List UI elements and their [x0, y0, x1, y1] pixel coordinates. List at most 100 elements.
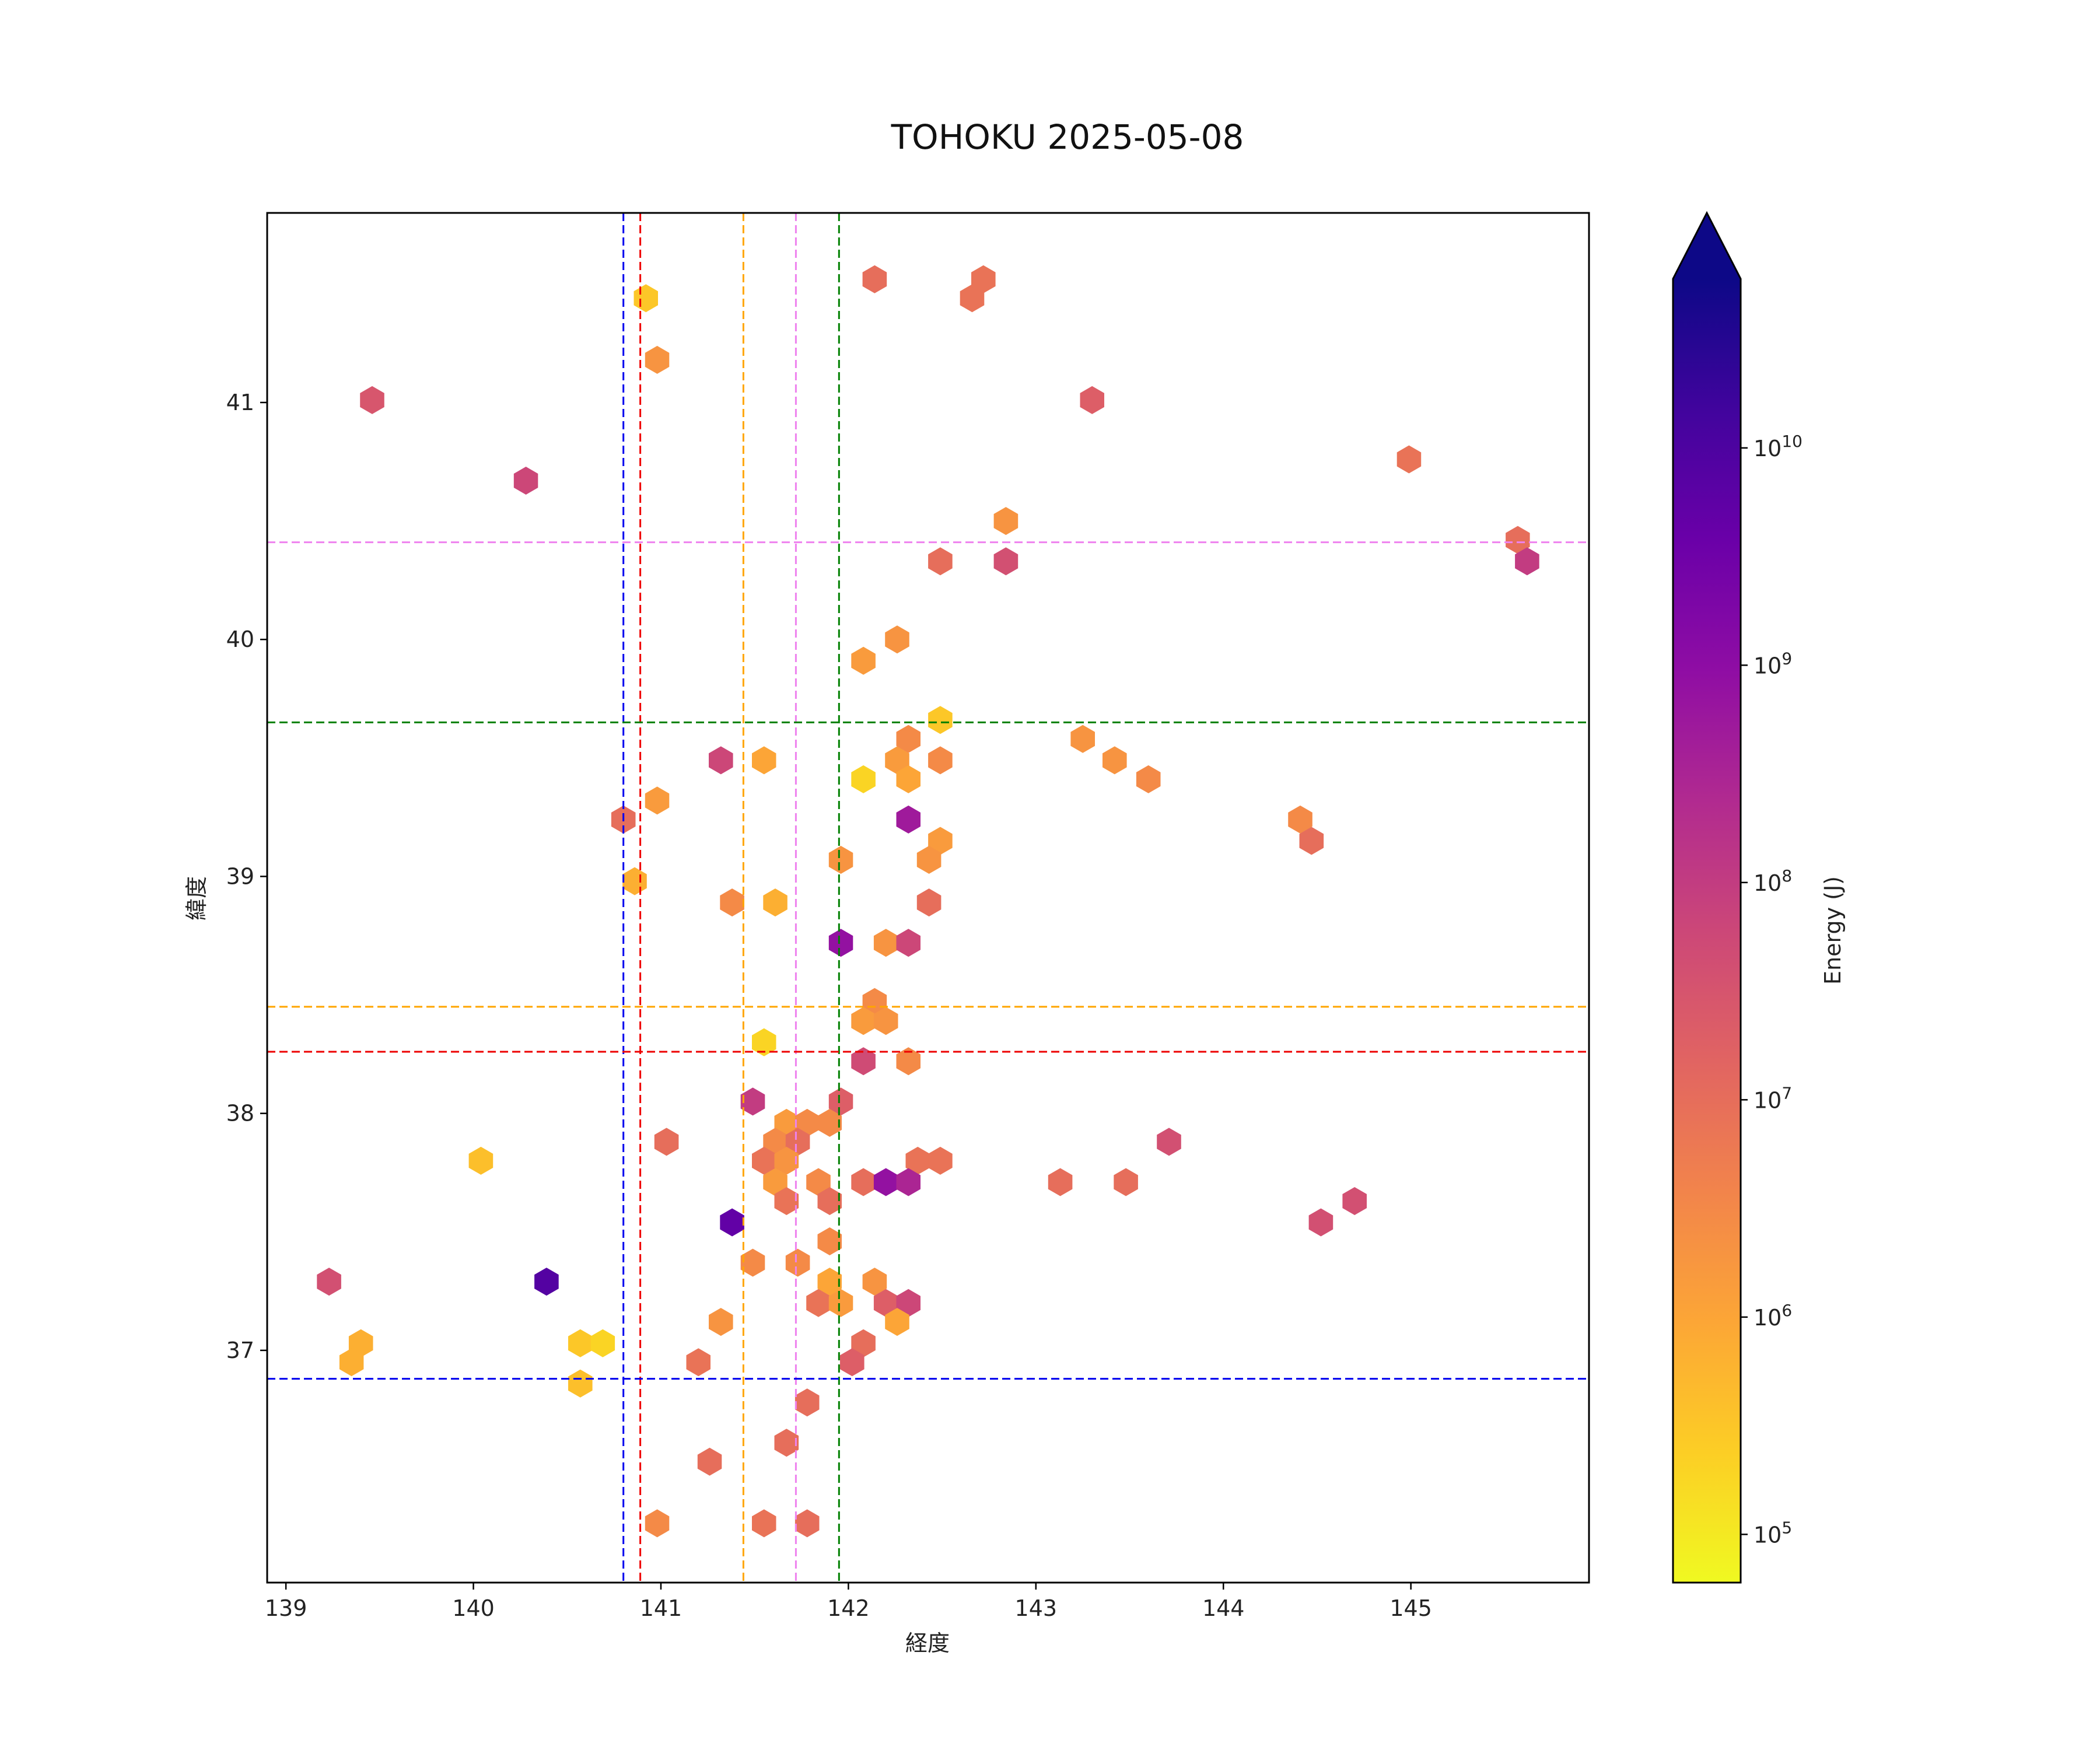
- hexbin-cell: [928, 746, 953, 775]
- hexbin-cell: [752, 746, 776, 775]
- x-axis: 139 140 141 142 143 144 145: [265, 1583, 1432, 1621]
- colorbar-frame: [1672, 211, 1742, 1584]
- hexbin-cell: [774, 1108, 799, 1137]
- hexbin-cell: [774, 1187, 799, 1215]
- colorbar-tick-label: 109: [1754, 649, 1792, 678]
- hexbin-cell: [851, 1007, 876, 1035]
- colorbar-tick-label: 108: [1754, 866, 1792, 896]
- hexbin-cell: [873, 1168, 898, 1196]
- hexbin-cell: [709, 1308, 733, 1336]
- hexbin-cell: [916, 888, 942, 917]
- colorbar-tick-label: 107: [1754, 1083, 1792, 1113]
- hexbin-cell: [785, 1128, 810, 1156]
- colorbar-extend-arrow: [1673, 213, 1741, 279]
- hexbin-cell: [905, 1146, 930, 1175]
- colorbar-tick-label: 106: [1754, 1301, 1792, 1331]
- colorbar-label: Energy (J): [1820, 876, 1846, 985]
- hexbin-cell: [752, 1509, 776, 1538]
- hexbin-cell: [928, 827, 953, 855]
- hexbin-cell: [763, 1168, 788, 1196]
- hexbin-cell: [851, 1168, 876, 1196]
- colorbar: 105 106 107 108 109 1010 Energy (J): [1672, 211, 1846, 1584]
- hexbin-cell: [885, 625, 909, 654]
- hexbin-cell: [645, 345, 670, 374]
- x-axis-label: 経度: [905, 1630, 950, 1656]
- hexbin-cell: [568, 1329, 593, 1357]
- plot-frame: [266, 212, 1590, 1584]
- hexbin-cell: [817, 1187, 842, 1215]
- hexbin-cell: [928, 706, 953, 734]
- hexbin-cell: [896, 805, 921, 834]
- hexbin-cell: [928, 1146, 953, 1175]
- hexbin-cell: [1308, 1208, 1334, 1237]
- hexbin-cell: [851, 765, 876, 793]
- hexbin-cell: [896, 1289, 921, 1317]
- plot-area: [266, 212, 1590, 1584]
- hexbin-cell: [851, 1047, 876, 1076]
- hexbin-cell: [862, 265, 887, 293]
- hexbin-cell: [1288, 805, 1312, 834]
- hexbin-cell: [1136, 765, 1161, 793]
- y-axis: 37 38 39 40 41: [226, 390, 267, 1363]
- hexbin-cell: [828, 1289, 853, 1317]
- hexbin-cell: [873, 1289, 898, 1317]
- chart-title: TOHOKU 2025-05-08: [891, 117, 1244, 157]
- hexbin-cell: [971, 265, 996, 293]
- x-tick-label: 139: [265, 1595, 307, 1621]
- hexbin-cell: [806, 1168, 831, 1196]
- hexbin-cell: [851, 646, 876, 675]
- hexbin-cell: [709, 746, 733, 775]
- hexbin-cell: [896, 929, 921, 957]
- reference-lines: [267, 213, 1589, 1583]
- hexbin-cell: [686, 1348, 710, 1377]
- hexbin-cell: [873, 1007, 898, 1035]
- hexbin-cell: [960, 284, 985, 313]
- hexbin-cell: [752, 1146, 776, 1175]
- hexbin-cell: [360, 386, 384, 414]
- hexbin-cell: [645, 786, 670, 815]
- hexbin-cell: [763, 1128, 788, 1156]
- hexbin-cell: [1515, 547, 1539, 576]
- hexbin-cell: [993, 507, 1019, 536]
- hexbin-cell: [1342, 1187, 1367, 1215]
- x-tick-label: 144: [1202, 1595, 1245, 1621]
- colorbar-tick-label: 105: [1754, 1518, 1792, 1548]
- hexbin-cell: [828, 929, 853, 957]
- hexbin-cell: [817, 1268, 842, 1296]
- hexbin-cell: [468, 1146, 494, 1175]
- hexbin-cell: [720, 1208, 744, 1237]
- hexbin-cell: [896, 724, 921, 753]
- colorbar-ticks: 105 106 107 108 109 1010: [1741, 432, 1803, 1548]
- hexbin-cell: [873, 929, 898, 957]
- hexbin-cell: [1048, 1168, 1073, 1196]
- hexbin-cell: [817, 1108, 842, 1137]
- hexbin-cell: [763, 888, 788, 917]
- colorbar-gradient: [1673, 279, 1741, 1583]
- hexbin-cell: [1506, 526, 1530, 554]
- hexbin-cell: [828, 846, 853, 874]
- hexbin-cell: [1114, 1168, 1138, 1196]
- hexbin-cells: [317, 265, 1539, 1538]
- hexbin-cell: [1102, 746, 1127, 775]
- hexbin-cell: [916, 846, 942, 874]
- hexbin-cell: [1080, 386, 1104, 414]
- hexbin-cell: [1299, 827, 1324, 855]
- x-tick-label: 142: [827, 1595, 870, 1621]
- y-axis-label: 緯度: [184, 876, 209, 921]
- hexbin-cell: [317, 1268, 341, 1296]
- hexbin-cell: [993, 547, 1019, 576]
- hexbin-cell: [774, 1429, 799, 1457]
- hexbin-cell: [794, 1509, 820, 1538]
- hexbin-cell: [1396, 445, 1422, 474]
- hexbin-cell: [806, 1289, 831, 1317]
- hexbin-cell: [817, 1227, 842, 1255]
- hexbin-cell: [697, 1447, 722, 1476]
- hexbin-cell: [928, 547, 953, 576]
- hexbin-cell: [339, 1348, 364, 1377]
- x-tick-label: 140: [452, 1595, 495, 1621]
- hexbin-cell: [885, 746, 909, 775]
- hexbin-cell: [862, 1268, 887, 1296]
- hexbin-cell: [1157, 1128, 1181, 1156]
- hexbin-cell: [645, 1509, 670, 1538]
